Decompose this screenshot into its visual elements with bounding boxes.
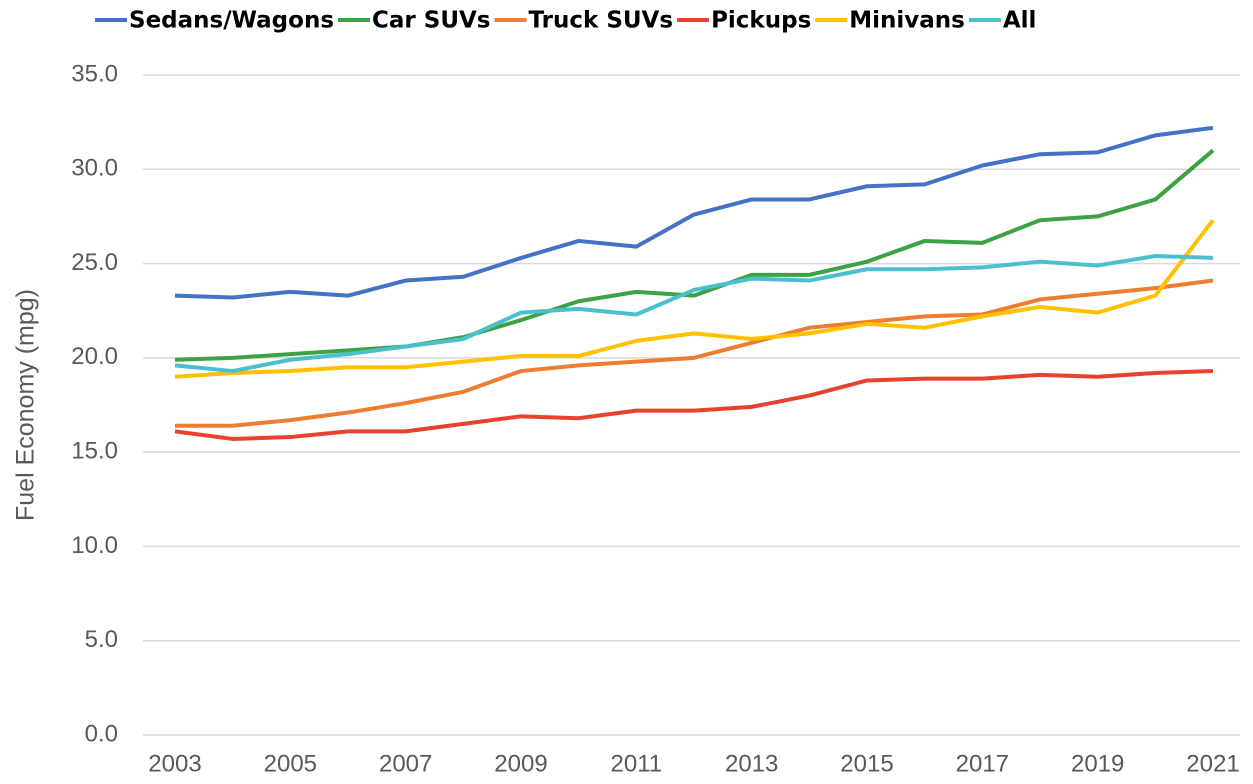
series-line: [174, 125, 1214, 300]
series-line: [174, 254, 1214, 374]
y-tick-label: 10.0: [71, 532, 118, 559]
x-tick-label: 2007: [379, 750, 432, 777]
x-tick-label: 2021: [1186, 750, 1239, 777]
y-tick-label: 5.0: [85, 626, 118, 653]
x-tick-label: 2013: [725, 750, 778, 777]
legend-label: Car SUVs: [372, 8, 490, 34]
x-tick-label: 2015: [840, 750, 893, 777]
legend-label: All: [1003, 8, 1037, 34]
series-line: [174, 369, 1214, 441]
legend-label: Pickups: [711, 8, 811, 34]
y-tick-label: 30.0: [71, 155, 118, 182]
y-tick-label: 20.0: [71, 343, 118, 370]
y-axis-title: Fuel Economy (mpg): [12, 289, 40, 521]
series-line: [174, 148, 1215, 362]
y-tick-label: 35.0: [71, 60, 118, 87]
x-tick-label: 2019: [1071, 750, 1124, 777]
x-tick-label: 2009: [494, 750, 547, 777]
x-tick-label: 2003: [148, 750, 201, 777]
x-tick-label: 2005: [264, 750, 317, 777]
x-tick-label: 2011: [611, 750, 663, 777]
series-line: [175, 278, 1214, 428]
legend-label: Sedans/Wagons: [129, 8, 334, 34]
y-tick-label: 15.0: [71, 437, 118, 464]
series-line: [174, 218, 1215, 379]
y-tick-label: 0.0: [85, 720, 118, 747]
x-tick-label: 2017: [956, 750, 1009, 777]
y-tick-label: 25.0: [71, 249, 118, 276]
legend-label: Truck SUVs: [529, 8, 674, 34]
legend-label: Minivans: [849, 8, 965, 34]
